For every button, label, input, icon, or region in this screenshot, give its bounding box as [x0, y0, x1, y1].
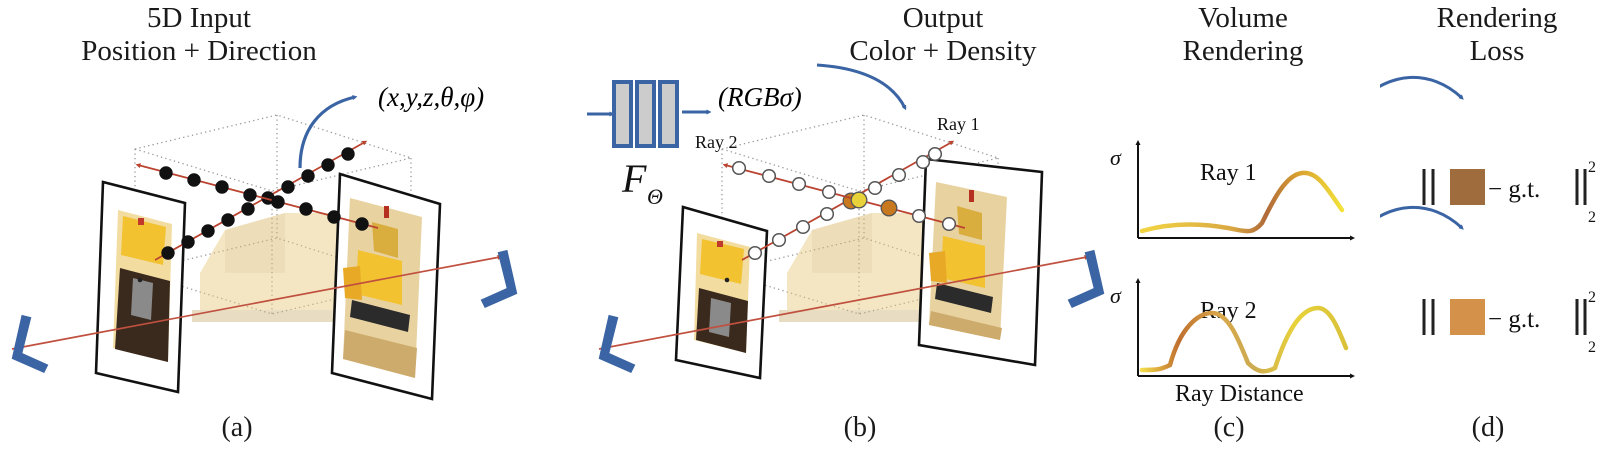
svg-text:Ray 2: Ray 2	[695, 132, 738, 152]
svg-text:Ray 1: Ray 1	[1200, 160, 1257, 186]
svg-text:Θ: Θ	[647, 184, 663, 209]
svg-text:σ: σ	[1110, 145, 1122, 170]
svg-text:2: 2	[1588, 209, 1596, 226]
svg-text:− g.t.: − g.t.	[1488, 176, 1540, 203]
svg-text:2: 2	[1588, 159, 1596, 176]
svg-text:Ray Distance: Ray Distance	[1175, 381, 1304, 407]
svg-text:σ: σ	[1110, 283, 1122, 308]
svg-text:2: 2	[1588, 339, 1596, 356]
svg-text:F: F	[621, 156, 647, 201]
svg-text:2: 2	[1588, 289, 1596, 306]
svg-text:− g.t.: − g.t.	[1488, 306, 1540, 333]
svg-text:Ray 1: Ray 1	[937, 114, 980, 134]
